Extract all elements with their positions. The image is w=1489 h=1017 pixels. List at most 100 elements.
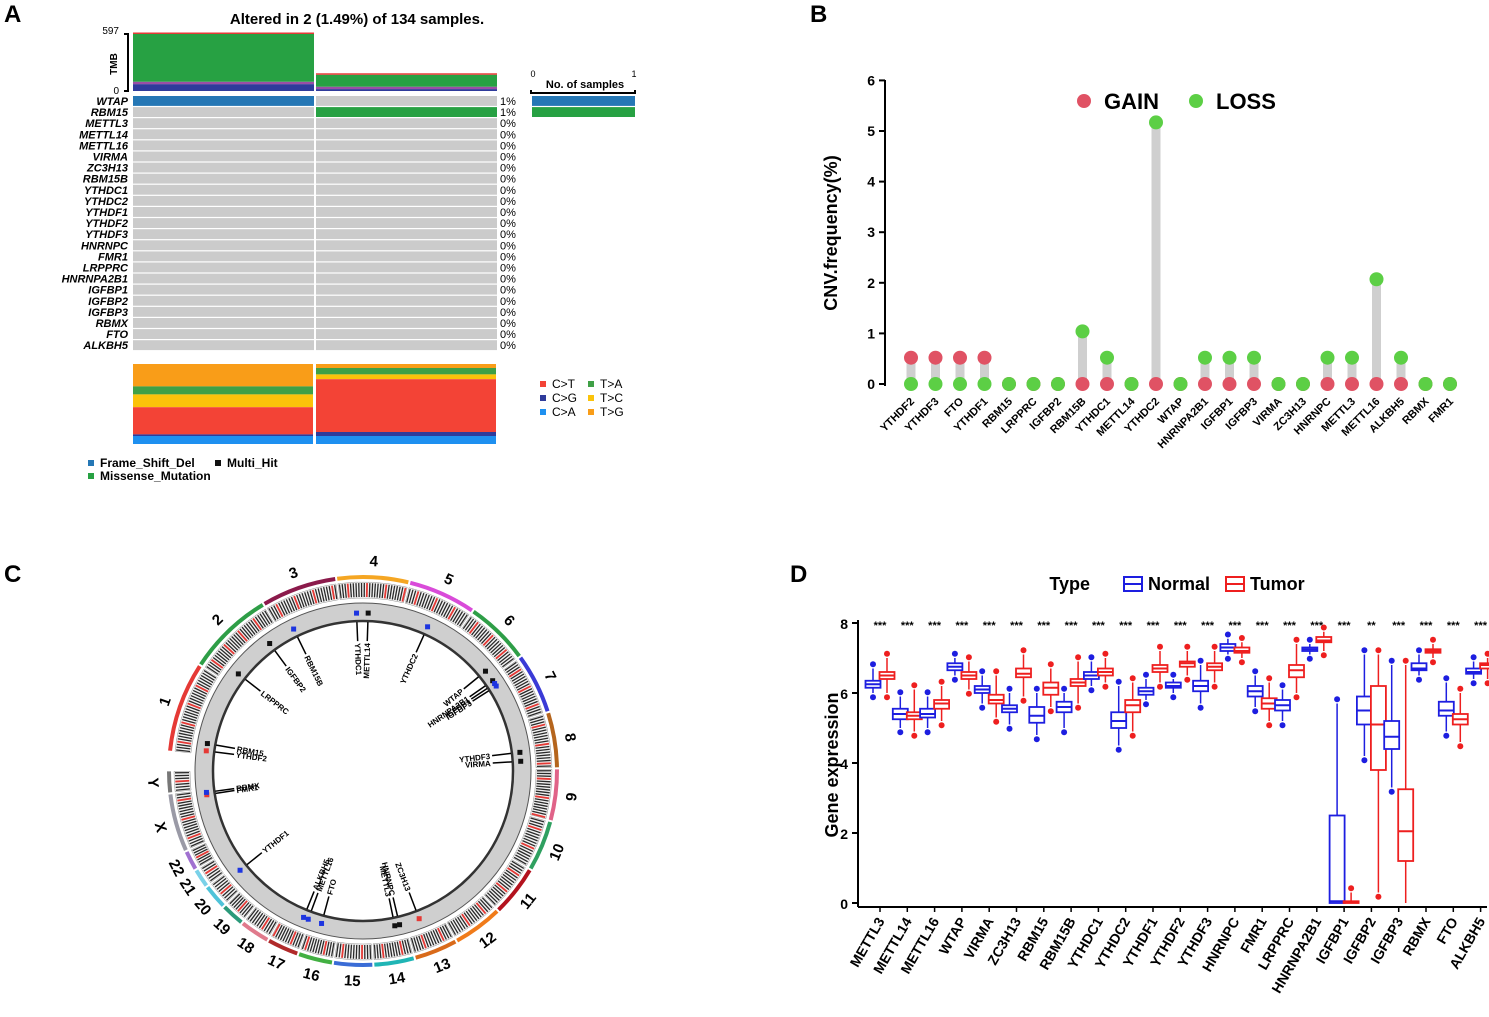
cnv-gain-point <box>1394 377 1408 391</box>
boxplot-normal-box <box>1328 814 1346 904</box>
boxplot-normal-box <box>1410 662 1428 672</box>
cnv-loss-point <box>928 377 943 391</box>
circos-band <box>229 638 241 649</box>
circos-band <box>526 705 540 712</box>
circos-chr-label: 8 <box>561 732 579 743</box>
circos-band <box>245 623 256 635</box>
circos-gene-marker <box>397 922 403 928</box>
mutation-cell <box>316 273 497 284</box>
mutation-cell <box>133 96 314 106</box>
circos-gene-marker <box>392 923 398 929</box>
circos-band <box>268 607 277 621</box>
circos-band <box>528 822 543 828</box>
circos-band <box>184 825 199 832</box>
boxplot-normal-outlier <box>897 689 904 696</box>
circos-band <box>263 918 273 932</box>
boxplot-ytick-label: 6 <box>840 686 848 702</box>
mutation-cell <box>316 340 497 351</box>
tmb-bar-missense <box>316 74 497 87</box>
circos-gene-marker <box>319 920 325 926</box>
boxplot-significance: *** <box>1338 620 1352 632</box>
gene-label: FMR1 <box>98 251 128 263</box>
legend-swatch-ct <box>540 381 546 387</box>
circos-chr-arc <box>168 665 202 751</box>
circos-band <box>510 862 523 872</box>
circos-band <box>481 897 493 909</box>
circos-band <box>535 745 550 749</box>
circos-chr-label: 10 <box>546 841 568 863</box>
titv-segment <box>316 368 496 375</box>
circos-gene-marker <box>204 741 210 747</box>
circos-band <box>416 592 422 606</box>
gene-percent: 0% <box>500 274 516 286</box>
circos-gene-marker <box>416 916 422 922</box>
circos-band <box>418 592 425 607</box>
circos-gene-marker <box>235 671 241 677</box>
circos-gene-connector <box>323 896 330 915</box>
circos-chr-arc <box>268 939 298 956</box>
circos-band <box>210 658 224 669</box>
boxplot-significance: *** <box>1119 620 1133 632</box>
circos-band <box>386 584 390 599</box>
circos-band <box>404 939 409 954</box>
circos-band <box>285 599 293 613</box>
circos-band <box>243 905 254 918</box>
circos-band <box>334 585 338 600</box>
circos-gene-connector <box>215 751 235 756</box>
circos-band <box>406 939 412 953</box>
legend-frameshift: Frame_Shift_Del <box>100 456 195 470</box>
circos-band <box>214 877 227 888</box>
gene-percent: 0% <box>500 229 516 241</box>
circos-band <box>216 880 229 890</box>
circos-panel: 12345678910111213141516171819202122XYFMR… <box>144 553 581 990</box>
circos-chr-arc <box>336 575 409 585</box>
circos-band <box>508 668 522 678</box>
circos-band <box>241 626 252 639</box>
mutation-cell <box>133 284 314 295</box>
circos-band <box>243 624 254 637</box>
circos-band <box>532 808 547 813</box>
boxplot-tumor-outlier <box>1075 654 1082 661</box>
circos-band <box>420 934 427 949</box>
circos-band <box>534 800 549 805</box>
circos-band <box>517 685 532 694</box>
circos-band <box>188 835 202 842</box>
circos-chr-arc <box>518 656 550 712</box>
circos-band <box>413 591 420 606</box>
legend-gain: GAIN <box>1104 89 1159 114</box>
circos-band <box>488 640 500 652</box>
mutation-cell <box>316 284 497 295</box>
circos-band <box>469 907 480 920</box>
circos-band <box>516 683 530 691</box>
circos-band <box>325 941 330 956</box>
circos-band <box>508 865 522 874</box>
boxplot-normal-outlier <box>979 704 986 711</box>
circos-chr-arc <box>529 821 553 870</box>
circos-gene-marker <box>237 867 243 873</box>
tmb-bar-top <box>133 32 314 34</box>
circos-band <box>258 915 268 929</box>
circos-band <box>176 749 191 753</box>
circos-band <box>534 740 549 744</box>
circos-gene-marker <box>365 610 371 616</box>
circos-band <box>182 718 196 724</box>
circos-band <box>218 882 230 893</box>
boxplot-tumor-outlier <box>1430 636 1436 643</box>
circos-band <box>311 589 318 604</box>
circos-band <box>241 903 252 916</box>
circos-gene-connector <box>215 787 235 792</box>
circos-band <box>522 840 536 847</box>
circos-band <box>206 867 220 877</box>
circos-band <box>495 648 508 660</box>
circos-band <box>296 594 303 609</box>
boxplot-tumor-outlier <box>965 654 972 661</box>
circos-band <box>522 695 536 703</box>
cnv-gain-point <box>1345 377 1359 391</box>
boxplot-normal-outlier <box>1088 687 1095 694</box>
legend-swatch-tg <box>588 409 594 415</box>
cnv-ytick-label: 5 <box>867 123 875 139</box>
cnv-loss-point <box>1222 350 1237 365</box>
gene-percent: 0% <box>500 263 516 275</box>
circos-band <box>178 732 193 737</box>
mutation-cell <box>316 140 497 151</box>
